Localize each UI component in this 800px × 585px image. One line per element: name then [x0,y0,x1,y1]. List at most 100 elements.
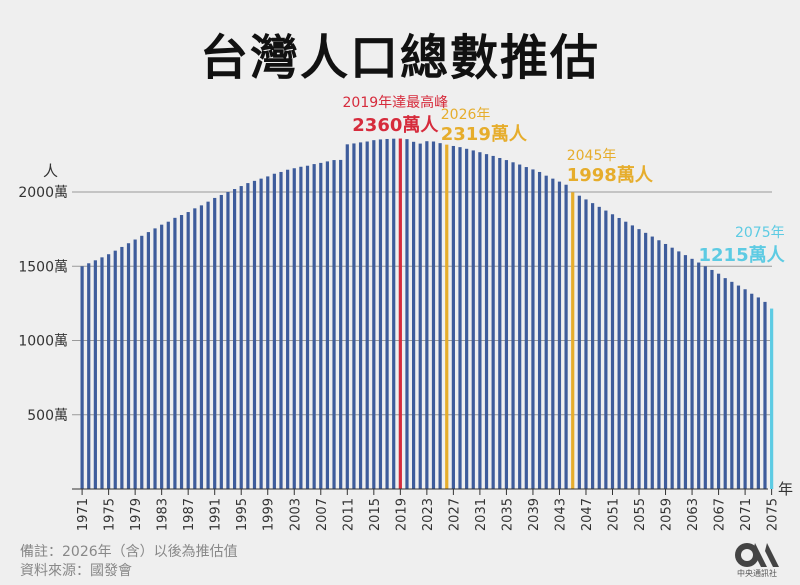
bar-2066 [710,269,714,489]
bar-1998 [259,178,263,489]
x-axis-label: 年 [778,480,793,498]
bar-2033 [491,155,495,490]
bar-2062 [683,255,688,489]
annotation-value-2019: 2360萬人 [352,115,439,136]
x-tick-label: 2055 [633,498,648,531]
bar-2044 [564,184,568,489]
bar-1983 [160,224,164,490]
y-tick-label: 1500萬 [18,259,68,275]
x-tick-label: 2067 [713,498,728,531]
annotation-value-2075: 1215萬人 [699,245,786,266]
bar-1991 [213,197,217,489]
bar-2004 [299,166,303,489]
x-tick-label: 2011 [341,498,356,531]
bar-1971 [80,266,84,489]
bar-2008 [325,161,330,489]
x-tick-label: 2027 [447,498,462,531]
bar-1989 [199,205,204,490]
bar-2032 [484,154,489,489]
x-tick-label: 2023 [421,498,436,531]
bar-2038 [524,167,528,489]
bar-1994 [232,189,237,489]
bar-2037 [518,164,522,489]
x-tick-label: 1995 [235,498,250,531]
annotation-year-2019: 2019年達最高峰 [343,94,449,111]
bar-2071 [743,289,747,489]
chart-title: 台灣人口總數推估 [199,30,600,86]
bar-2069 [730,281,734,489]
bar-1993 [226,192,230,489]
x-tick-label: 2003 [288,498,303,531]
bar-2039 [531,169,535,490]
x-tick-label: 2015 [368,498,383,531]
y-axis-label: 人 [43,162,58,180]
bar-2007 [319,162,323,490]
x-tick-label: 1999 [262,498,277,531]
bar-2075 [770,308,774,489]
bar-2051 [610,214,615,489]
footnote: 備註：2026年（含）以後為推估值 [20,544,238,560]
bar-2041 [544,175,548,490]
bar-1978 [126,243,131,489]
bar-2059 [663,243,668,489]
bar-2065 [703,266,707,489]
x-tick-label: 1975 [103,498,118,531]
bar-2017 [385,138,389,489]
bar-1974 [100,257,104,489]
x-tick-label: 1971 [76,498,91,531]
bar-2054 [630,225,634,489]
x-tick-label: 2019 [394,498,409,531]
bar-2048 [591,203,595,489]
bar-2063 [690,258,694,489]
x-tick-label: 2043 [553,498,568,531]
bar-2053 [624,221,628,489]
bar-2022 [418,143,422,490]
bar-2031 [478,152,482,489]
bar-2021 [412,141,416,489]
bar-2036 [511,162,515,490]
bar-1992 [219,194,223,489]
annotation-year-2026: 2026年 [441,107,491,123]
bar-1975 [107,254,111,489]
bar-1985 [173,217,177,490]
x-tick-label: 2051 [607,498,622,531]
bar-2028 [458,147,462,489]
bar-1977 [120,246,124,489]
bar-2042 [551,178,555,489]
bar-2009 [332,160,336,489]
x-tick-label: 2039 [527,498,542,531]
x-tick-label: 2035 [500,498,515,531]
bar-1972 [87,263,91,489]
bar-1996 [246,183,250,489]
bar-2025 [438,143,442,489]
bar-2074 [763,301,767,489]
bar-2067 [716,273,721,489]
bar-2058 [657,240,661,489]
bar-2027 [451,145,455,489]
bar-2072 [750,293,754,489]
x-tick-label: 1987 [182,498,197,531]
bar-1976 [113,250,117,489]
bar-2070 [736,285,741,489]
x-tick-label: 2075 [766,498,781,531]
x-tick-label: 1991 [209,498,224,531]
bar-2034 [498,157,502,489]
bar-2029 [465,148,469,489]
bar-2043 [557,181,562,490]
bar-2050 [604,210,608,489]
bar-1981 [146,232,150,489]
bar-2000 [272,173,276,489]
bar-2023 [425,141,429,489]
bar-2002 [286,169,290,489]
bar-2012 [352,143,356,490]
bar-2064 [697,262,701,489]
bar-1984 [166,221,170,489]
bar-1980 [140,235,144,489]
bar-1988 [193,208,197,489]
bar-2040 [537,171,542,489]
bar-2016 [378,139,383,489]
bar-2003 [292,168,296,490]
bar-1987 [186,212,190,490]
bar-2030 [471,150,475,490]
x-tick-label: 2063 [686,498,701,531]
